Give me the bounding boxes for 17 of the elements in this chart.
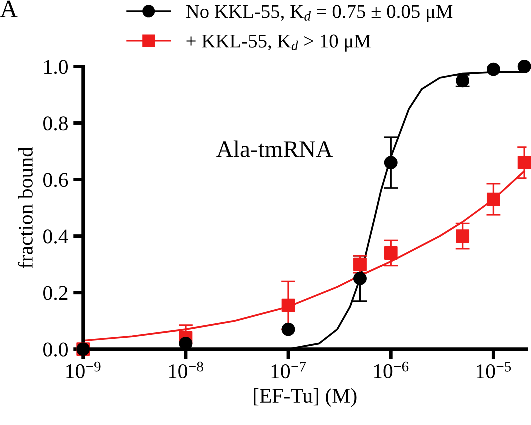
x-tick-label: 10$^{−7}$ <box>272 362 306 379</box>
x-tick-label: 10$^{−9}$ <box>66 362 101 378</box>
y-tick-label: 0.6 <box>44 173 68 188</box>
y-tick-label: 0.2 <box>44 286 68 300</box>
legend-label: No KKL-55, K$_{d}$ = 0.75 ± 0.05 μM <box>186 5 453 22</box>
y-axis-title: fraction bound <box>18 147 33 268</box>
x-axis-title: [EF-Tu] (M) <box>254 388 357 408</box>
annotation: Ala-tmRNA <box>216 140 333 158</box>
y-tick-label: 0.4 <box>44 230 68 244</box>
text: A <box>0 0 18 18</box>
x-tick-label: 10$^{−8}$ <box>169 362 204 379</box>
legend-label: + KKL-55, K$_{d}$ > 10 μM <box>186 34 371 52</box>
y-tick-label: 0.8 <box>44 116 68 131</box>
y-tick-label: 0.0 <box>44 342 68 357</box>
y-tick-label: 1.0 <box>44 60 68 74</box>
x-tick-label: 10$^{−5}$ <box>476 362 512 379</box>
x-tick-label: 10$^{−6}$ <box>374 362 409 378</box>
